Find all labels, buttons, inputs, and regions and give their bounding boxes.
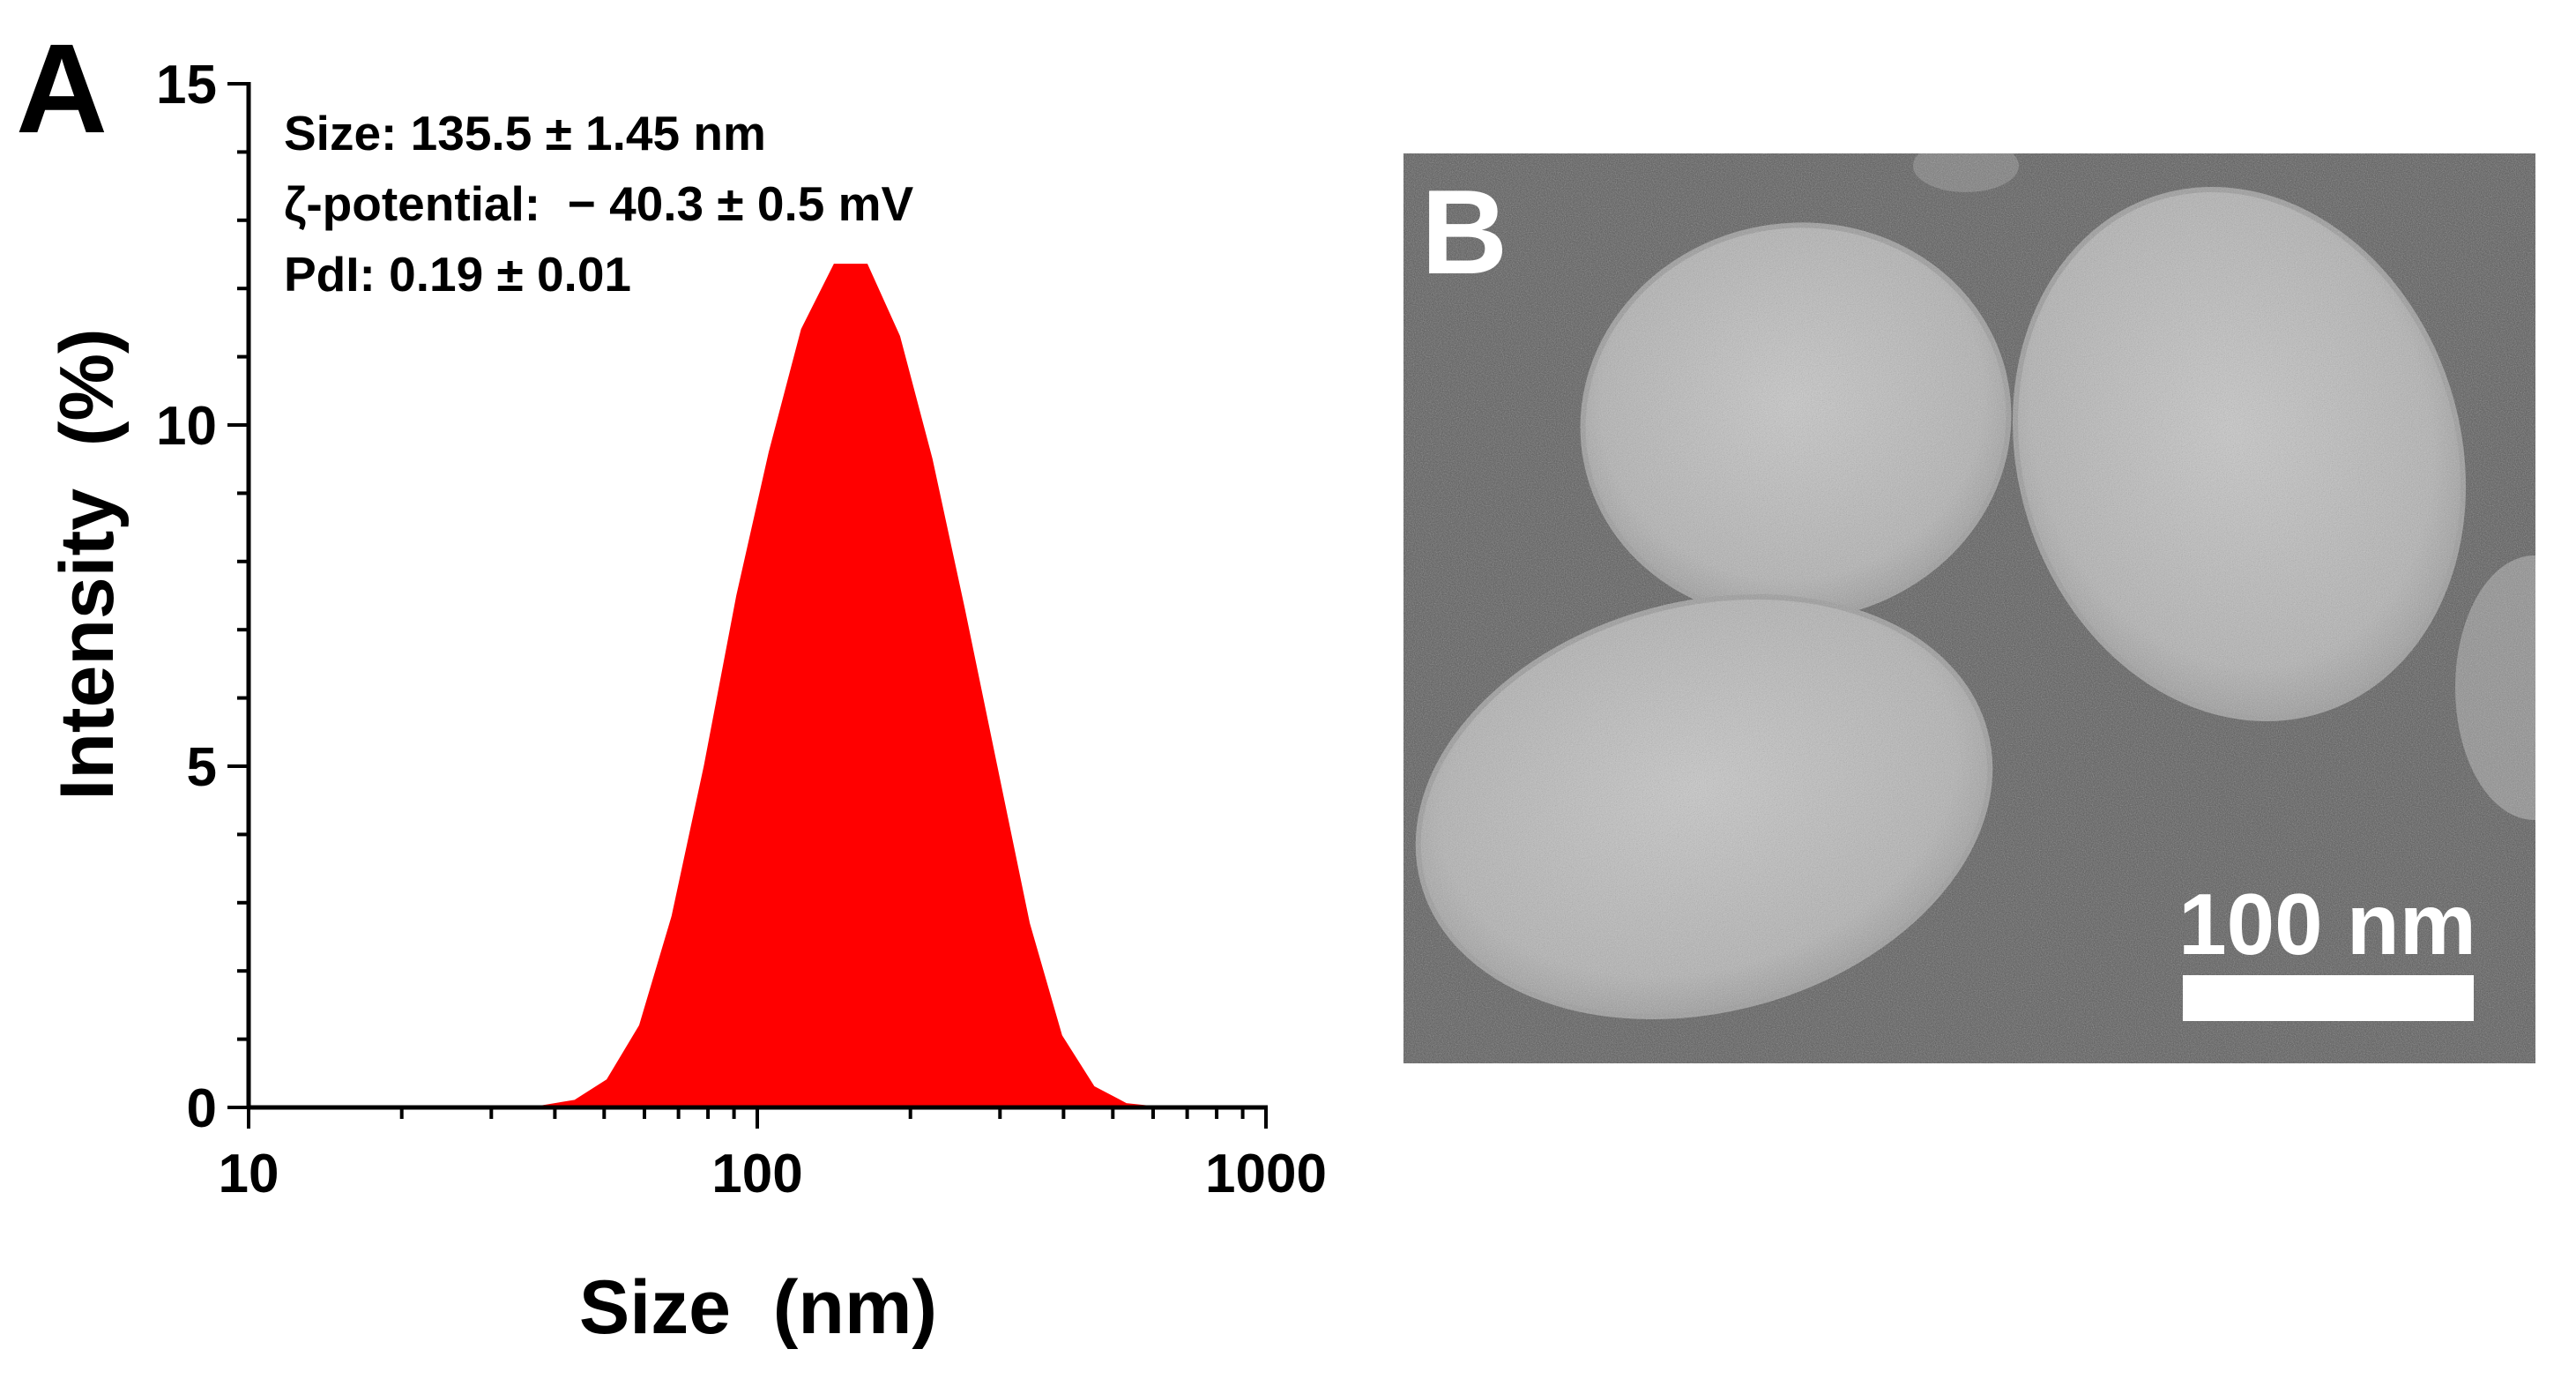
distribution-area bbox=[444, 264, 1159, 1108]
y-tick-label: 10 bbox=[156, 396, 217, 457]
panel-label-a: A bbox=[16, 18, 108, 160]
y-axis-title: Intensity (%) bbox=[45, 328, 130, 800]
x-ticks: 10 100 1000 bbox=[219, 1107, 1327, 1204]
y-tick-label: 0 bbox=[187, 1078, 217, 1139]
x-axis: 10 100 1000 bbox=[219, 1105, 1327, 1204]
tem-image: B 100 nm bbox=[1403, 153, 2535, 1063]
annotations: Size: 135.5 ± 1.45 nm ζ-potential: − 40.… bbox=[284, 106, 914, 302]
area-layer bbox=[444, 264, 1159, 1108]
y-tick-label: 15 bbox=[156, 55, 217, 116]
scale-bar bbox=[2183, 975, 2474, 1021]
annotation-zeta-potential: ζ-potential: − 40.3 ± 0.5 mV bbox=[284, 176, 914, 231]
x-tick-label: 1000 bbox=[1205, 1144, 1327, 1204]
x-tick-label: 10 bbox=[219, 1144, 279, 1204]
y-ticks: 0 5 10 15 bbox=[156, 55, 249, 1139]
scale-bar-label: 100 nm bbox=[2178, 876, 2476, 973]
dls-chart: 0 5 10 15 10 100 1000 Intensity (%) Size (nm)… bbox=[45, 55, 1327, 1350]
annotation-size: Size: 135.5 ± 1.45 nm bbox=[284, 106, 766, 160]
y-axis: 0 5 10 15 bbox=[156, 55, 251, 1139]
annotation-pdi: PdI: 0.19 ± 0.01 bbox=[284, 247, 631, 302]
y-tick-label: 5 bbox=[187, 737, 217, 798]
panel-label-b: B bbox=[1421, 165, 1508, 299]
x-axis-title: Size (nm) bbox=[579, 1265, 937, 1350]
x-tick-label: 100 bbox=[711, 1144, 802, 1204]
